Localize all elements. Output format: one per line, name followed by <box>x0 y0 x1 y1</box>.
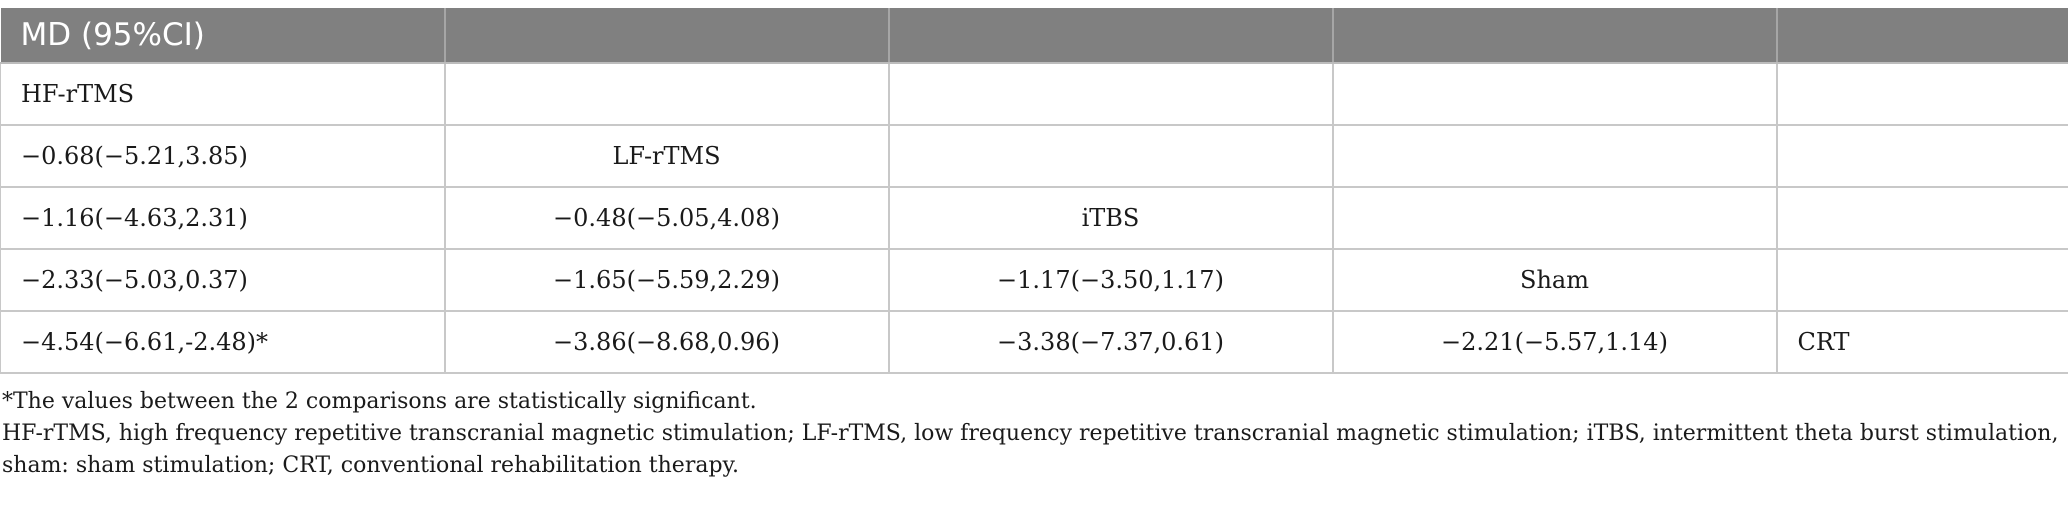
table-figure: MD (95%CI) HF-rTMS −0.68(−5.21,3.85) LF-… <box>0 8 2068 482</box>
table-row: −4.54(−6.61,-2.48)* −3.86(−8.68,0.96) −3… <box>0 310 2068 374</box>
table-cell <box>887 62 1334 126</box>
treatment-label-itbs: iTBS <box>887 186 1334 250</box>
table-row: −0.68(−5.21,3.85) LF-rTMS <box>0 124 2068 188</box>
table-cell: −2.33(−5.03,0.37) <box>0 248 446 312</box>
table-header-row: MD (95%CI) <box>0 8 2068 64</box>
table-cell <box>1775 124 2068 188</box>
table-cell: −4.54(−6.61,-2.48)* <box>0 310 446 374</box>
table-cell: −1.65(−5.59,2.29) <box>443 248 890 312</box>
treatment-label-crt: CRT <box>1775 310 2068 374</box>
header-cell <box>1776 8 2068 64</box>
header-cell <box>444 8 890 64</box>
treatment-label-hf-rtms: HF-rTMS <box>0 62 446 126</box>
table-row: −2.33(−5.03,0.37) −1.65(−5.59,2.29) −1.1… <box>0 248 2068 312</box>
table-cell <box>1331 124 1778 188</box>
table-cell: −0.68(−5.21,3.85) <box>0 124 446 188</box>
table-cell: −3.38(−7.37,0.61) <box>887 310 1334 374</box>
table-row: HF-rTMS <box>0 62 2068 126</box>
table-cell <box>1775 186 2068 250</box>
table-cell: −3.86(−8.68,0.96) <box>443 310 890 374</box>
header-cell <box>888 8 1334 64</box>
abbreviations-footnote: HF-rTMS, high frequency repetitive trans… <box>2 421 2059 478</box>
table-cell: −1.17(−3.50,1.17) <box>887 248 1334 312</box>
table-cell <box>443 62 890 126</box>
league-table: MD (95%CI) HF-rTMS −0.68(−5.21,3.85) LF-… <box>0 8 2068 374</box>
table-cell: −2.21(−5.57,1.14) <box>1331 310 1778 374</box>
significance-footnote: *The values between the 2 comparisons ar… <box>2 389 757 414</box>
table-footnotes: *The values between the 2 comparisons ar… <box>0 374 2062 482</box>
table-cell <box>1775 62 2068 126</box>
table-cell <box>1331 186 1778 250</box>
table-cell: −1.16(−4.63,2.31) <box>0 186 446 250</box>
treatment-label-lf-rtms: LF-rTMS <box>443 124 890 188</box>
table-row: −1.16(−4.63,2.31) −0.48(−5.05,4.08) iTBS <box>0 186 2068 250</box>
treatment-label-sham: Sham <box>1331 248 1778 312</box>
table-cell: −0.48(−5.05,4.08) <box>443 186 890 250</box>
header-cell <box>1332 8 1778 64</box>
header-cell-md-ci: MD (95%CI) <box>0 8 446 64</box>
table-cell <box>1775 248 2068 312</box>
table-cell <box>887 124 1334 188</box>
table-cell <box>1331 62 1778 126</box>
